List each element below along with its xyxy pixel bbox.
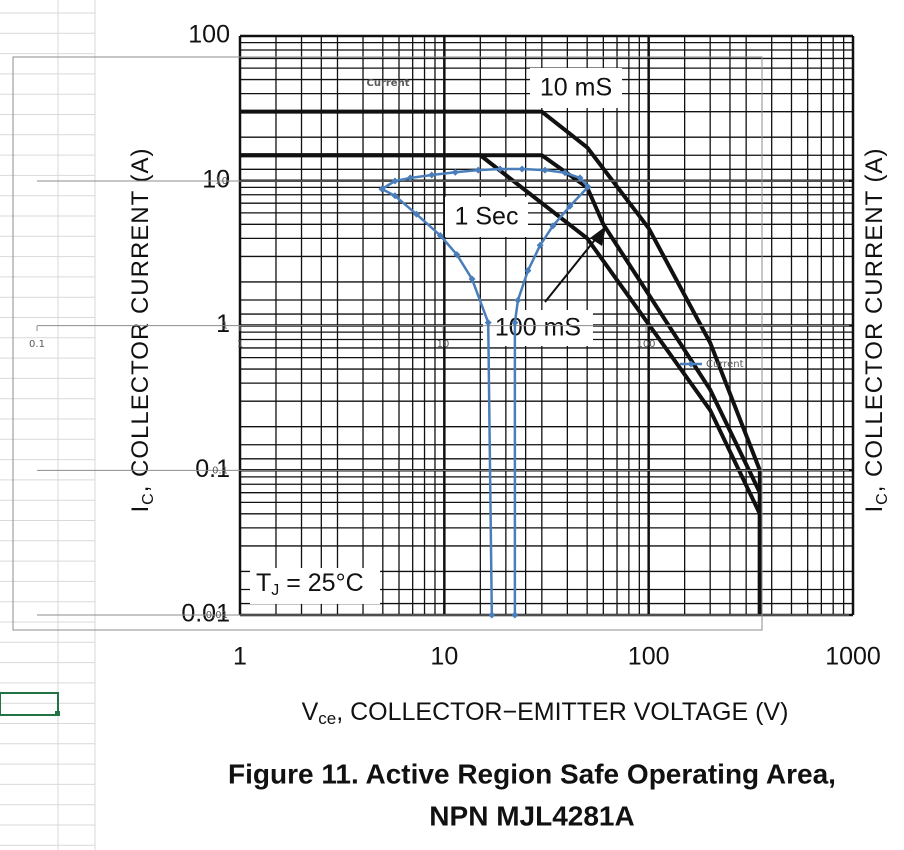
data-marker [436,232,444,240]
x-axis-label-main: V [302,698,319,726]
x-axis-label-rest: , COLLECTOR−EMITTER VOLTAGE (V) [336,698,788,726]
y-axis-label: IC, COLLECTOR CURRENT (A) [861,147,891,512]
y-tick-label: 1 [222,321,228,332]
data-marker [406,174,414,182]
x-axis-label-sub: ce [318,709,336,728]
x-axis-label: Vce, COLLECTOR−EMITTER VOLTAGE (V) [302,698,789,729]
data-marker [451,168,459,176]
y-axis-label-sub: C [874,492,891,505]
data-marker [514,296,522,304]
legend-marker [687,360,695,368]
series-line [380,167,590,616]
series-label-box [445,197,528,237]
x-tick-label: 10 [430,643,458,671]
y-axis-label: IC, COLLECTOR CURRENT (A) [127,147,157,512]
series-label-box [530,68,622,108]
y-tick-label: 0.01 [181,600,230,628]
data-marker [511,319,519,327]
excel-chart[interactable]: 0.01 0.1 1 10 0.1 1 10 100 Current Current [12,56,849,631]
data-marker [576,174,584,182]
data-marker [584,183,592,191]
y-tick-label: 1 [216,310,230,338]
data-marker [524,267,532,275]
y-tick-label: 0.1 [195,455,230,483]
y-tick-label: 100 [188,21,230,49]
data-marker [474,166,482,174]
data-marker [561,169,569,177]
x-tick-label: 1000 [825,643,881,671]
y-tick-label: 0.01 [206,610,228,621]
y-axis-label-main: I [861,505,888,513]
y-tick-label: 10 [202,165,230,193]
y-axis-label-rest: , COLLECTOR CURRENT (A) [127,147,154,492]
data-marker [496,165,504,173]
annotation-sub: J [271,582,279,599]
data-marker [488,611,496,619]
series-label: 1 Sec [455,203,519,231]
chart-title: Current [366,78,409,89]
spreadsheet-grid [0,0,96,850]
selected-cell[interactable] [0,692,59,716]
x-tick-label: 100 [636,339,655,350]
fill-handle[interactable] [55,711,60,716]
data-marker [549,222,557,230]
data-marker [566,202,574,210]
y-tick-label: 10 [215,176,228,187]
chart-title: NPN MJL4281A [429,800,634,831]
y-tick-label: 0.1 [212,465,228,476]
series-line [240,153,762,615]
series-label: 100 mS [495,314,581,342]
legend-label[interactable]: Current [706,359,744,370]
x-tick-label: 100 [628,643,670,671]
chart-title: Figure 11. Active Region Safe Operating … [228,758,836,789]
data-marker [378,185,386,193]
data-marker [453,251,461,259]
annotation-box [250,568,380,604]
data-marker [541,166,549,174]
y-axis-label-rest: , COLLECTOR CURRENT (A) [861,147,888,492]
annotation-rest: = 25°C [279,569,363,597]
data-marker [391,177,399,185]
data-marker [468,275,476,283]
data-marker [484,319,492,327]
annotation-main: T [256,569,271,597]
data-marker [391,192,399,200]
data-marker [511,611,519,619]
data-marker [536,241,544,249]
y-axis-label-sub: C [140,492,157,505]
y-axis-label-main: I [127,505,154,513]
chart-area [12,56,763,631]
annotation: TJ = 25°C [256,569,364,600]
label-arrowhead [590,226,606,246]
x-tick-label: 1 [237,339,243,350]
datasheet-chart: 1 10 100 1000 0.01 0.1 1 10 100 10 mS 100 mS 1 Sec T… [127,21,891,832]
label-arrow [544,235,599,303]
data-marker [412,210,420,218]
data-marker [428,171,436,179]
x-tick-label: 10 [437,339,450,350]
data-marker [518,165,526,173]
x-tick-label: 0.1 [29,339,45,350]
series-label: 10 mS [540,74,612,102]
series-label-box [483,310,593,346]
series-line [240,153,762,615]
x-tick-label: 1 [233,643,247,671]
